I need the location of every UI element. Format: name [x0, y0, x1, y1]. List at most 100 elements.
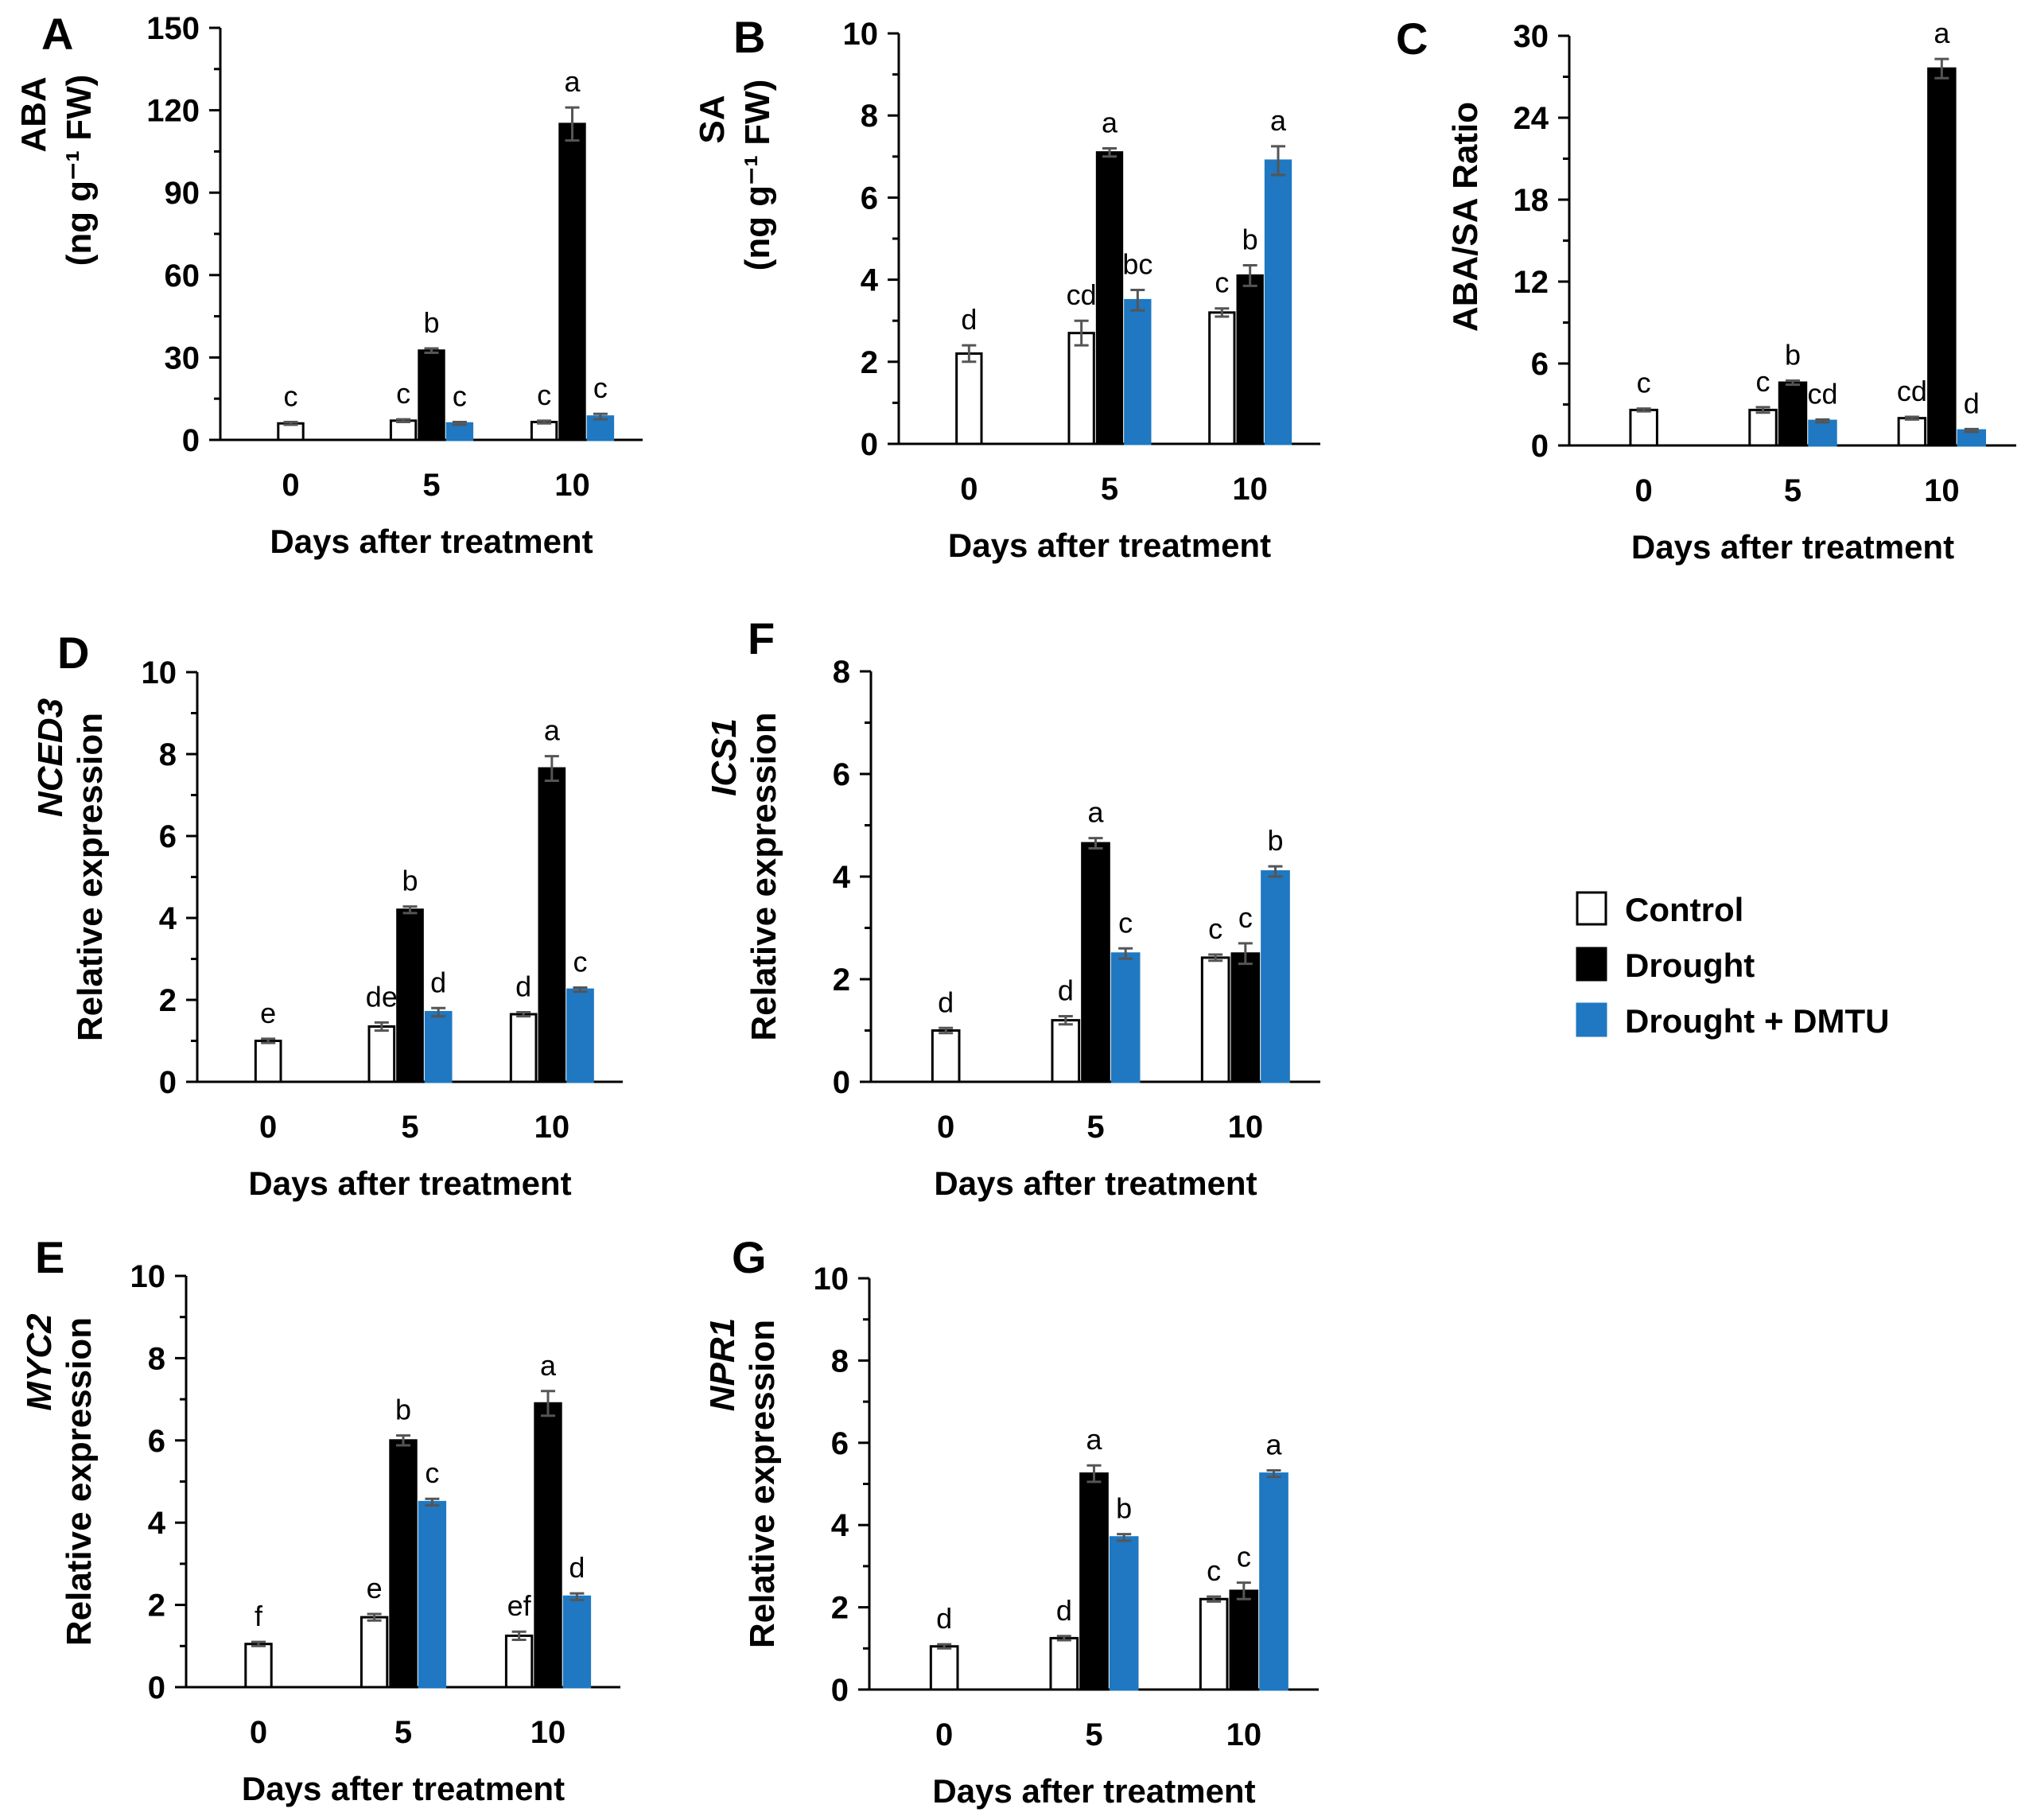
bar-drought-day-5	[396, 908, 424, 1083]
significance-label: d	[961, 303, 977, 336]
bar-control-day-0	[244, 1643, 273, 1689]
y-tick-label: 0	[833, 1065, 850, 1100]
y-axis-title: Relative expression	[743, 1320, 782, 1648]
bar-drought-day-10	[538, 767, 566, 1083]
y-tick-label: 4	[148, 1506, 166, 1541]
significance-label: c	[396, 377, 410, 410]
significance-label: c	[453, 380, 467, 413]
bar-dmtu-day-5	[1109, 1536, 1139, 1691]
y-tick-label: 60	[165, 259, 200, 294]
panel-F: F 0 2 4 6 8 0 5 10 Days after treatment ICS1 Relati…	[705, 613, 1320, 1202]
x-axis-title: Days after treatment	[270, 523, 593, 560]
x-tick-label: 5	[1086, 1110, 1104, 1145]
x-tick-label: 0	[282, 468, 299, 503]
x-tick-label: 5	[1784, 473, 1802, 508]
bar-control-day-10	[1199, 1597, 1229, 1691]
y-tick-label: 8	[833, 655, 850, 690]
significance-label: c	[537, 379, 551, 411]
significance-label: cd	[1067, 278, 1097, 311]
bar-control-day-0	[929, 1645, 959, 1691]
y-tick-label: 6	[159, 819, 177, 854]
bar-control-day-0	[1629, 408, 1658, 447]
y-tick-label: 4	[159, 901, 177, 936]
x-axis-title: Days after treatment	[932, 1772, 1255, 1810]
y-tick-label: 30	[165, 340, 200, 375]
y-tick-label: 4	[831, 1508, 849, 1543]
significance-label: d	[936, 1602, 952, 1635]
significance-label: b	[1785, 338, 1801, 371]
x-tick-label: 10	[531, 1715, 566, 1750]
y-tick-label: 6	[1531, 347, 1549, 382]
x-tick-label: 5	[1101, 472, 1118, 507]
panel-G: G 0 2 4 6 8 10 0 5 10 Days after treatment NPR1 Rela…	[703, 1232, 1319, 1810]
significance-label: b	[402, 865, 418, 897]
significance-label: b	[423, 306, 439, 339]
significance-label: c	[1237, 1541, 1251, 1573]
y-axis-title: SA	[693, 95, 732, 143]
y-axis-unit: (ng g⁻¹ FW)	[738, 80, 777, 271]
significance-label: c	[1215, 266, 1229, 299]
bar-drought-day-5	[1079, 1472, 1109, 1691]
significance-label: a	[1102, 106, 1118, 138]
significance-label: a	[1087, 796, 1104, 829]
bar-control-day-5	[1049, 1636, 1079, 1691]
bar-dmtu-day-5	[418, 1500, 447, 1689]
bar-dmtu-day-5	[1808, 419, 1837, 447]
bar-control-day-10	[504, 1634, 534, 1689]
significance-label: d	[938, 986, 954, 1018]
y-tick-label: 30	[1514, 19, 1549, 54]
y-tick-label: 12	[1514, 265, 1549, 300]
bar-control-day-5	[1051, 1019, 1081, 1083]
legend-swatch-control	[1576, 891, 1607, 926]
significance-label: a	[540, 1349, 557, 1382]
panel-letter: A	[41, 9, 73, 59]
y-axis-title: ABA	[14, 76, 53, 152]
x-tick-label: 0	[1635, 473, 1653, 508]
y-axis-title: Relative expression	[71, 713, 110, 1041]
significance-label: d	[1964, 387, 1980, 419]
panel-letter: F	[748, 613, 775, 663]
x-tick-label: 5	[395, 1715, 412, 1750]
x-tick-label: 0	[259, 1110, 277, 1145]
y-tick-label: 24	[1514, 101, 1549, 136]
y-tick-label: 8	[148, 1341, 165, 1376]
significance-label: c	[1118, 906, 1133, 939]
panel-letter: B	[733, 12, 765, 62]
bar-control-day-5	[367, 1025, 396, 1083]
bar-drought-day-5	[389, 1439, 418, 1689]
significance-label: cd	[1897, 375, 1927, 407]
panel-letter: C	[1396, 14, 1428, 64]
y-tick-label: 18	[1514, 183, 1549, 218]
x-axis-title: Days after treatment	[948, 527, 1271, 564]
bar-control-day-5	[1067, 332, 1095, 445]
y-axis-gene-name: MYC2	[20, 1313, 59, 1411]
significance-label: a	[1086, 1423, 1102, 1456]
panel-A: A 0 30 60 90 120 150 0 5 10 Days after treatment AB…	[14, 9, 643, 560]
x-tick-label: 10	[1232, 472, 1268, 507]
x-axis-title: Days after treatment	[248, 1165, 571, 1202]
bar-drought-day-10	[1927, 67, 1957, 447]
bar-control-day-0	[955, 352, 983, 445]
bar-drought-day-10	[1230, 952, 1261, 1083]
y-tick-label: 0	[182, 423, 200, 458]
significance-label: cd	[1807, 377, 1837, 410]
significance-label: c	[593, 371, 608, 404]
significance-label: f	[255, 1600, 263, 1632]
panel-E: E 0 2 4 6 8 10 0 5 10 Days after treatment MYC2 Rela…	[20, 1232, 620, 1807]
y-tick-label: 0	[148, 1670, 165, 1705]
significance-label: c	[1238, 901, 1253, 934]
y-tick-label: 10	[814, 1262, 849, 1297]
y-tick-label: 10	[142, 655, 177, 690]
y-tick-label: 150	[146, 11, 200, 46]
significance-label: a	[1934, 17, 1950, 49]
bar-control-day-10	[1208, 311, 1236, 445]
y-tick-label: 10	[130, 1259, 166, 1294]
bar-drought-day-10	[1236, 274, 1264, 445]
legend-label-control: Control	[1625, 891, 1743, 928]
significance-label: c	[573, 946, 588, 978]
significance-label: e	[260, 997, 276, 1029]
panel-D: D 0 2 4 6 8 10 0 5 10 Days after treatment NCED3 Rel…	[31, 628, 623, 1202]
bar-dmtu-day-10	[562, 1595, 592, 1689]
y-tick-label: 6	[861, 181, 878, 216]
y-tick-label: 6	[148, 1424, 165, 1459]
